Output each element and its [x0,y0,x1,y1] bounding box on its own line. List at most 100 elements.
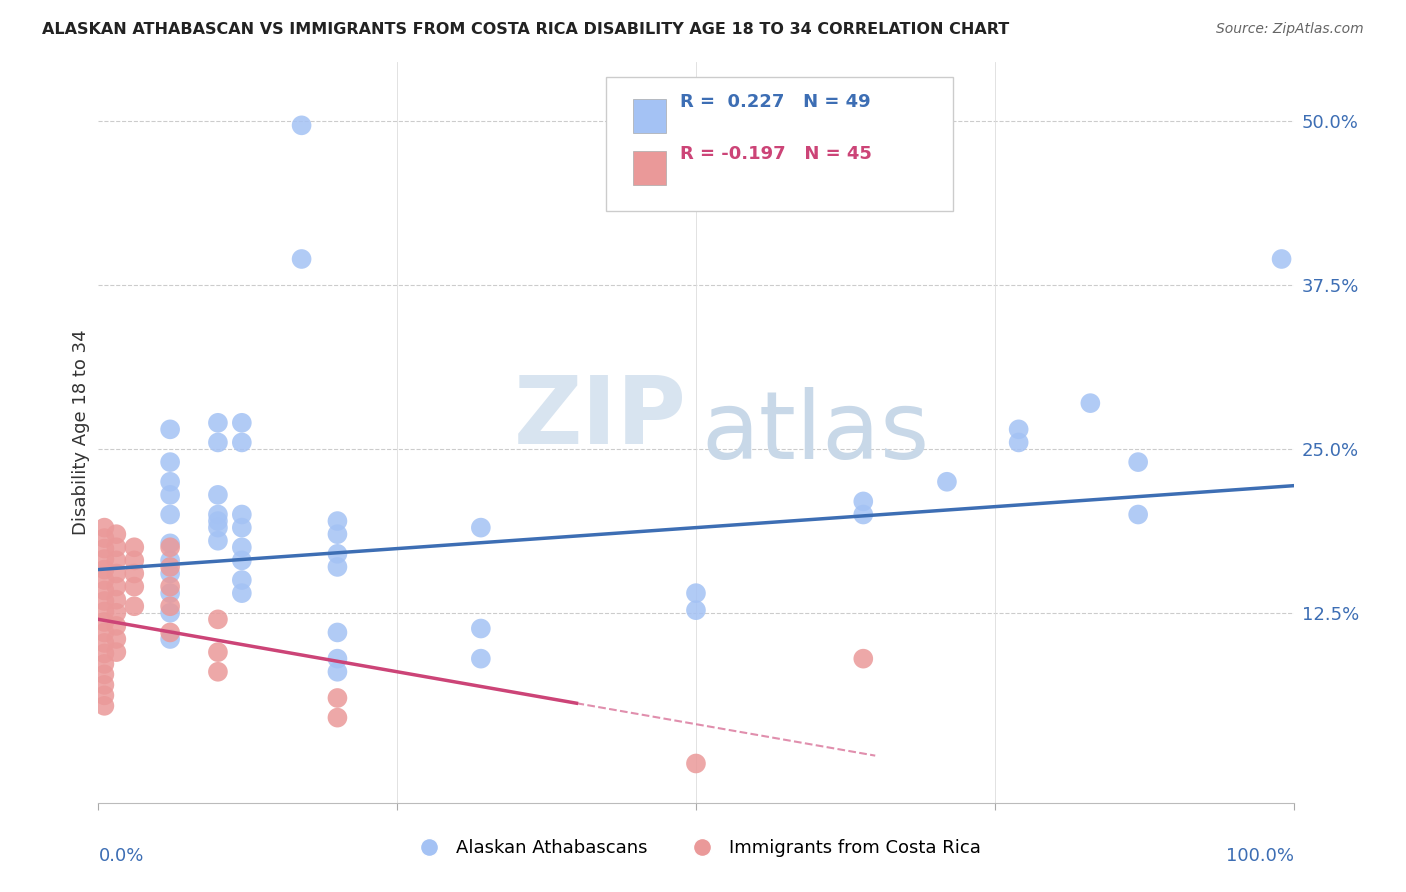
Point [231,521,253,535]
Point [93,583,115,598]
Point [291,119,314,133]
Point [105,566,128,581]
Point [326,665,349,679]
Point [93,573,115,587]
FancyBboxPatch shape [606,78,953,211]
Point [207,533,229,548]
Point [105,632,128,646]
Point [231,508,253,522]
Point [159,599,181,614]
Point [93,552,115,566]
Point [159,606,181,620]
FancyBboxPatch shape [633,152,666,185]
Point [685,756,707,771]
Point [93,667,115,681]
Point [207,612,229,626]
Point [852,508,875,522]
Point [1128,455,1150,469]
Point [159,422,181,436]
Text: Source: ZipAtlas.com: Source: ZipAtlas.com [1216,22,1364,37]
Point [124,580,146,594]
Point [124,599,146,614]
Point [852,494,875,508]
Point [159,632,181,646]
Point [231,435,253,450]
Point [93,521,115,535]
Point [105,606,128,620]
Point [159,560,181,574]
Point [326,527,349,541]
Point [207,665,229,679]
Point [159,536,181,550]
Point [685,603,707,617]
Point [326,711,349,725]
Point [93,594,115,608]
Point [326,514,349,528]
Point [105,619,128,633]
Point [105,553,128,567]
Point [685,586,707,600]
Y-axis label: Disability Age 18 to 34: Disability Age 18 to 34 [72,330,90,535]
Point [93,657,115,671]
Point [1008,435,1031,450]
Point [207,645,229,659]
Point [1008,422,1031,436]
Point [93,689,115,703]
Point [231,586,253,600]
Point [291,252,314,266]
Point [231,573,253,587]
Point [105,645,128,659]
Point [105,580,128,594]
Point [207,435,229,450]
Point [231,553,253,567]
Point [93,698,115,713]
Point [159,625,181,640]
Point [159,566,181,581]
Point [326,547,349,561]
Text: R = -0.197   N = 45: R = -0.197 N = 45 [681,145,872,162]
Text: 0.0%: 0.0% [98,847,143,865]
Point [159,475,181,489]
Point [159,580,181,594]
Point [231,416,253,430]
Point [93,563,115,577]
FancyBboxPatch shape [633,99,666,133]
Point [207,416,229,430]
Point [159,586,181,600]
Point [93,625,115,640]
Point [1128,508,1150,522]
Point [159,455,181,469]
Point [93,647,115,661]
Point [105,592,128,607]
Text: R =  0.227   N = 49: R = 0.227 N = 49 [681,93,872,111]
Point [159,488,181,502]
Point [159,541,181,555]
Point [93,636,115,650]
Point [231,541,253,555]
Point [326,560,349,574]
Text: ZIP: ZIP [515,372,686,464]
Point [93,678,115,692]
Text: 100.0%: 100.0% [1226,847,1294,865]
Point [159,553,181,567]
Point [93,615,115,629]
Point [326,690,349,705]
Point [124,553,146,567]
Point [470,651,492,665]
Point [326,651,349,665]
Text: atlas: atlas [702,386,929,479]
Point [936,475,959,489]
Point [470,622,492,636]
Point [124,566,146,581]
Point [852,651,875,665]
Legend: Alaskan Athabascans, Immigrants from Costa Rica: Alaskan Athabascans, Immigrants from Cos… [404,831,988,864]
Point [470,521,492,535]
Point [93,605,115,619]
Point [207,521,229,535]
Point [326,625,349,640]
Point [207,508,229,522]
Point [207,488,229,502]
Point [159,508,181,522]
Point [1080,396,1102,410]
Point [207,514,229,528]
